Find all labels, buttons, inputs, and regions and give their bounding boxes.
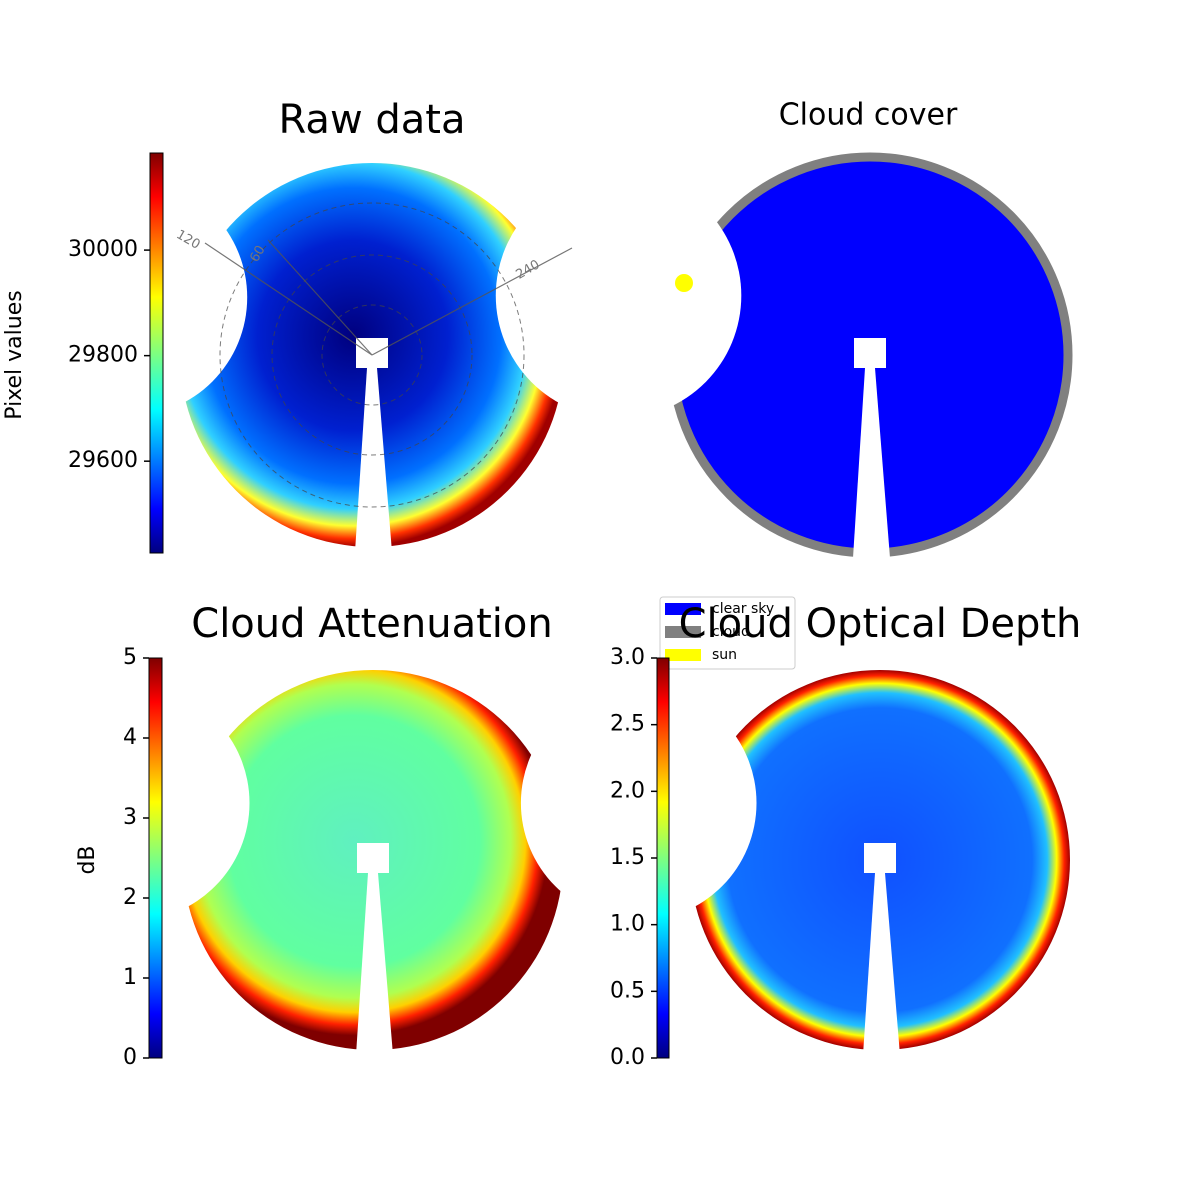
panel-title: Cloud Attenuation (191, 601, 552, 647)
mast (853, 368, 890, 558)
colorbar-tick-label: 30000 (68, 237, 138, 262)
colorbar-label: Pixel values (2, 290, 27, 419)
mast (356, 873, 393, 1055)
colorbar-tick-label: 1.5 (610, 845, 645, 870)
sky-images (9, 152, 1073, 1055)
colorbar-tick-label: 3.0 (610, 645, 645, 670)
legend-swatch (665, 649, 701, 661)
mast (863, 873, 900, 1055)
sun-marker (675, 274, 693, 292)
colorbar-tick-label: 2.0 (610, 778, 645, 803)
colorbar-tick-label: 29600 (68, 448, 138, 473)
legend-swatch (665, 626, 701, 638)
horizon-cutout (9, 178, 248, 417)
mast-head (864, 843, 896, 873)
mast (355, 368, 392, 552)
mast-head (357, 843, 389, 873)
colorbar-tick-label: 0.5 (610, 978, 645, 1003)
colorbar-label: dB (75, 845, 100, 874)
legend-swatch (665, 603, 701, 615)
colorbar (149, 152, 164, 554)
colorbar (656, 657, 670, 1059)
horizon-cutout (495, 172, 742, 419)
horizon-cutout (13, 685, 250, 921)
colorbar-tick-label: 5 (123, 645, 137, 670)
panel-title: Cloud Optical Depth (679, 601, 1082, 647)
colorbar-tick-label: 29800 (68, 343, 138, 368)
colorbar-tick-label: 1 (123, 965, 137, 990)
polar-grid (219, 202, 525, 508)
mast-head (854, 338, 886, 368)
colorbar-tick-label: 2.5 (610, 712, 645, 737)
colorbar-tick-label: 3 (123, 805, 137, 830)
legend-label: sun (712, 647, 737, 663)
colorbar-tick-label: 4 (123, 725, 137, 750)
legend-label: cloud (712, 624, 750, 640)
colorbar-tick-label: 2 (123, 885, 137, 910)
colorbar-tick-label: 0.0 (610, 1045, 645, 1070)
colorbar (148, 657, 163, 1059)
colorbar-tick-label: 0 (123, 1045, 137, 1070)
panel-title: Raw data (279, 97, 466, 143)
panel-title: Cloud cover (779, 98, 958, 133)
polar-label: 60 (247, 243, 268, 265)
colorbar-tick-label: 1.0 (610, 912, 645, 937)
polar-spokes (204, 239, 573, 356)
horizon-cutout (520, 685, 757, 921)
legend-label: clear sky (712, 601, 774, 617)
